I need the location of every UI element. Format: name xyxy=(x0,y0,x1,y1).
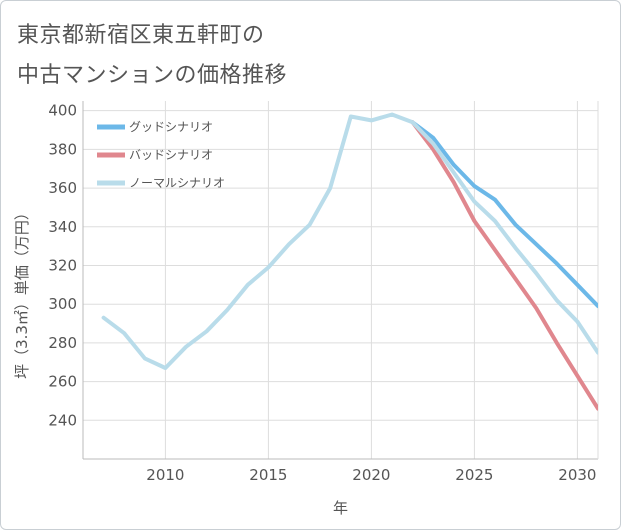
series-line-normal xyxy=(101,112,598,370)
y-tick-label-340: 340 xyxy=(48,218,77,236)
y-tick-label-360: 360 xyxy=(48,179,77,197)
legend-label-bad: バッドシナリオ xyxy=(129,148,213,162)
x-axis-title: 年 xyxy=(333,499,348,517)
legend-label-normal: ノーマルシナリオ xyxy=(129,176,225,190)
y-tick-label-300: 300 xyxy=(48,295,77,313)
legend-label-good: グッドシナリオ xyxy=(129,120,213,134)
axes: 240 260 280 300 320 340 360 380 400 2010 2015 2020 2… xyxy=(48,101,599,484)
x-tick-label-2030: 2030 xyxy=(558,466,596,484)
series-line-bad xyxy=(410,120,598,411)
y-tick-label-240: 240 xyxy=(48,411,77,429)
series-lines xyxy=(101,112,598,411)
y-axis-title: 坪（3.3㎡）単価（万円） xyxy=(13,205,31,379)
y-tick-label-320: 320 xyxy=(48,256,77,274)
x-tick-label-2025: 2025 xyxy=(455,466,493,484)
x-tick-label-2020: 2020 xyxy=(352,466,390,484)
y-tick-label-400: 400 xyxy=(48,102,77,120)
y-tick-label-380: 380 xyxy=(48,140,77,158)
x-tick-label-2010: 2010 xyxy=(146,466,184,484)
y-tick-label-260: 260 xyxy=(48,373,77,391)
series-line-good xyxy=(410,120,598,309)
chart-title-line-1: 東京都新宿区東五軒町の xyxy=(17,23,265,48)
chart-title-line-2: 中古マンションの価格推移 xyxy=(17,63,288,88)
y-tick-label-280: 280 xyxy=(48,334,77,352)
x-tick-label-2015: 2015 xyxy=(249,466,287,484)
